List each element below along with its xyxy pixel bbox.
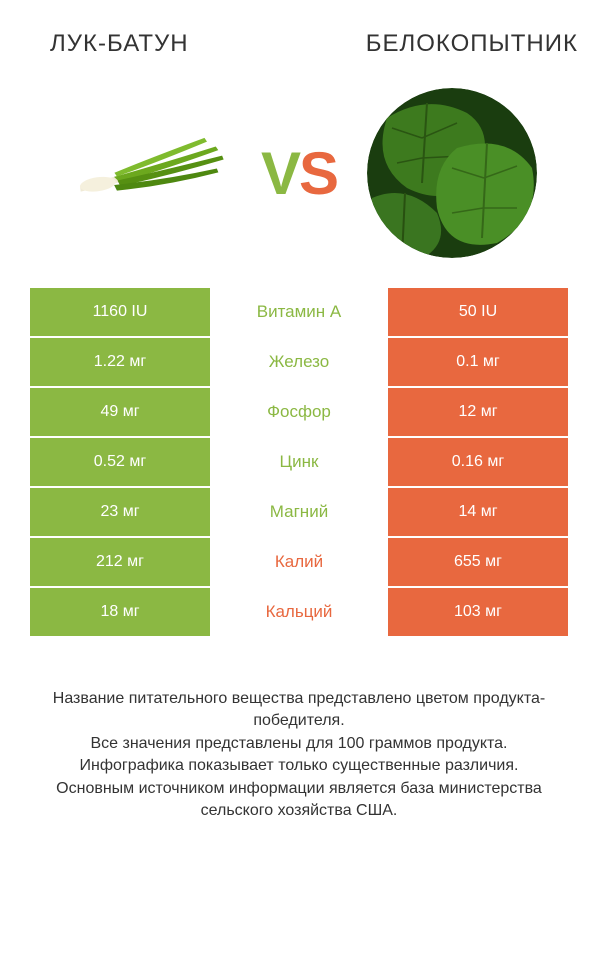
nutrient-label: Калий <box>210 538 388 586</box>
table-row: 18 мг Кальций 103 мг <box>30 588 568 636</box>
footer-line: Инфографика показывает только существенн… <box>30 755 568 777</box>
left-value: 23 мг <box>30 488 210 536</box>
table-row: 49 мг Фосфор 12 мг <box>30 388 568 436</box>
right-value: 655 мг <box>388 538 568 586</box>
table-row: 0.52 мг Цинк 0.16 мг <box>30 438 568 486</box>
table-row: 1160 IU Витамин A 50 IU <box>30 288 568 336</box>
vs-s: S <box>299 140 337 207</box>
footer-notes: Название питательного вещества представл… <box>0 638 598 822</box>
nutrient-label: Фосфор <box>210 388 388 436</box>
right-value: 14 мг <box>388 488 568 536</box>
header: ЛУК-БАТУН БЕЛОКОПЫТНИК <box>0 0 598 68</box>
vs-label: VS <box>261 139 337 208</box>
left-value: 212 мг <box>30 538 210 586</box>
footer-line: Название питательного вещества представл… <box>30 688 568 733</box>
right-food-title: БЕЛОКОПЫТНИК <box>366 30 578 58</box>
nutrient-label: Железо <box>210 338 388 386</box>
left-value: 49 мг <box>30 388 210 436</box>
right-value: 103 мг <box>388 588 568 636</box>
nutrient-label: Кальций <box>210 588 388 636</box>
left-value: 18 мг <box>30 588 210 636</box>
footer-line: Все значения представлены для 100 граммо… <box>30 733 568 755</box>
nutrient-label: Витамин A <box>210 288 388 336</box>
table-row: 212 мг Калий 655 мг <box>30 538 568 586</box>
footer-line: Основным источником информации является … <box>30 778 568 823</box>
right-value: 12 мг <box>388 388 568 436</box>
nutrient-table: 1160 IU Витамин A 50 IU 1.22 мг Железо 0… <box>0 288 598 636</box>
vs-v: V <box>261 140 299 207</box>
right-value: 0.16 мг <box>388 438 568 486</box>
left-value: 1160 IU <box>30 288 210 336</box>
table-row: 1.22 мг Железо 0.1 мг <box>30 338 568 386</box>
scallion-image <box>61 88 231 258</box>
left-food-title: ЛУК-БАТУН <box>20 30 189 58</box>
right-value: 0.1 мг <box>388 338 568 386</box>
vs-row: VS <box>0 68 598 288</box>
table-row: 23 мг Магний 14 мг <box>30 488 568 536</box>
nutrient-label: Магний <box>210 488 388 536</box>
left-value: 0.52 мг <box>30 438 210 486</box>
butterbur-image <box>367 88 537 258</box>
right-value: 50 IU <box>388 288 568 336</box>
left-value: 1.22 мг <box>30 338 210 386</box>
nutrient-label: Цинк <box>210 438 388 486</box>
